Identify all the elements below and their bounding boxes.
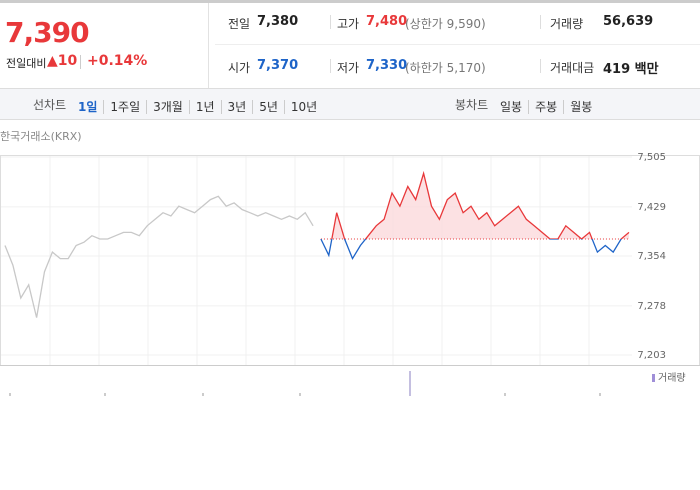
change-pct: +0.14% (87, 53, 148, 69)
tab[interactable]: 10년 (283, 100, 324, 114)
tab[interactable]: 일봉 (500, 100, 523, 114)
y-tick-label: 7,354 (637, 251, 666, 262)
y-tick-label: 7,203 (637, 350, 666, 361)
divider (215, 44, 700, 45)
tab-group-label: 봉차트 (455, 98, 489, 112)
tab-bar (0, 88, 700, 120)
change-value: 10 (57, 53, 78, 69)
chart: 한국거래소(KRX) 7,203 7,278 7,354 7,429 7,505 거래량 (0, 130, 700, 396)
stat-value: 7,480 (366, 14, 408, 29)
legend-swatch (652, 374, 655, 382)
price-line (320, 170, 630, 261)
stat-note: (상한가 9,590) (405, 17, 486, 31)
stat-value: 7,330 (366, 58, 408, 73)
tab-group: 1일 1주일 3개월 1년 3년 5년 10년 (72, 96, 324, 115)
stat-value: 56,639 (603, 14, 654, 29)
stat-label: 거래량 (550, 17, 584, 31)
tab[interactable]: 3년 (220, 100, 253, 114)
stat-value: 419 백만 (603, 62, 659, 77)
tab[interactable]: 3개월 (146, 100, 189, 114)
change-label: 전일대비 (6, 57, 47, 70)
stat-label: 시가 (228, 61, 251, 75)
tab[interactable]: 5년 (252, 100, 284, 114)
tab-group-label: 선차트 (33, 98, 67, 112)
divider (540, 59, 541, 73)
price-line (4, 195, 314, 318)
y-tick-label: 7,505 (637, 152, 666, 163)
stat-value: 7,380 (257, 14, 299, 29)
plot-frame (0, 155, 700, 366)
divider (540, 15, 541, 29)
y-tick-label: 7,278 (637, 301, 666, 312)
divider (330, 59, 331, 73)
top-border (0, 0, 700, 3)
stat-label: 전일 (228, 17, 251, 31)
source: 한국거래소(KRX) (0, 130, 82, 143)
stat-label: 거래대금 (550, 61, 595, 75)
divider (330, 15, 331, 29)
divider (80, 55, 81, 69)
tab[interactable]: 주봉 (528, 100, 564, 114)
tab[interactable]: 월봉 (563, 100, 599, 114)
tab-group: 일봉 주봉 월봉 (494, 96, 599, 115)
y-tick-label: 7,429 (637, 202, 666, 213)
tab[interactable]: 1년 (188, 100, 221, 114)
legend-label: 거래량 (658, 372, 686, 384)
tab[interactable]: 1일 (78, 100, 98, 114)
stat-label: 고가 (337, 17, 360, 31)
stat-note: (하한가 5,170) (405, 61, 486, 75)
change: ▲10 (47, 53, 78, 69)
price: 7,390 (5, 16, 90, 49)
area (331, 173, 629, 239)
tab[interactable]: 1주일 (103, 100, 147, 114)
stat-value: 7,370 (257, 58, 299, 73)
divider (208, 3, 209, 88)
stat-label: 저가 (337, 61, 360, 75)
